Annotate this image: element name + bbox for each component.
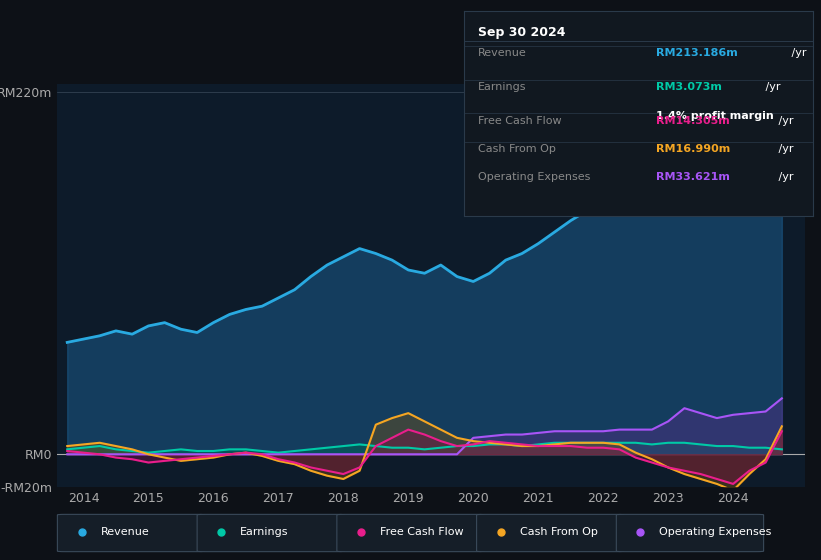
FancyBboxPatch shape <box>476 514 624 552</box>
Text: Earnings: Earnings <box>478 82 526 92</box>
Text: Free Cash Flow: Free Cash Flow <box>478 116 562 127</box>
FancyBboxPatch shape <box>197 514 345 552</box>
Text: /yr: /yr <box>788 48 807 58</box>
Text: Operating Expenses: Operating Expenses <box>478 172 590 181</box>
Text: RM3.073m: RM3.073m <box>656 82 722 92</box>
Text: /yr: /yr <box>775 116 794 127</box>
Text: Revenue: Revenue <box>100 527 149 537</box>
FancyBboxPatch shape <box>337 514 484 552</box>
Text: Earnings: Earnings <box>241 527 289 537</box>
Text: Cash From Op: Cash From Op <box>478 144 556 154</box>
FancyBboxPatch shape <box>57 514 204 552</box>
Text: RM33.621m: RM33.621m <box>656 172 730 181</box>
Text: RM213.186m: RM213.186m <box>656 48 737 58</box>
Text: /yr: /yr <box>775 144 794 154</box>
Text: Revenue: Revenue <box>478 48 526 58</box>
Text: Operating Expenses: Operating Expenses <box>659 527 772 537</box>
Text: Cash From Op: Cash From Op <box>520 527 598 537</box>
Text: RM14.305m: RM14.305m <box>656 116 730 127</box>
Text: /yr: /yr <box>762 82 780 92</box>
Text: RM16.990m: RM16.990m <box>656 144 730 154</box>
Text: 1.4% profit margin: 1.4% profit margin <box>656 111 773 122</box>
Text: Sep 30 2024: Sep 30 2024 <box>478 26 566 39</box>
FancyBboxPatch shape <box>617 514 764 552</box>
Text: /yr: /yr <box>775 172 794 181</box>
Text: Free Cash Flow: Free Cash Flow <box>380 527 464 537</box>
